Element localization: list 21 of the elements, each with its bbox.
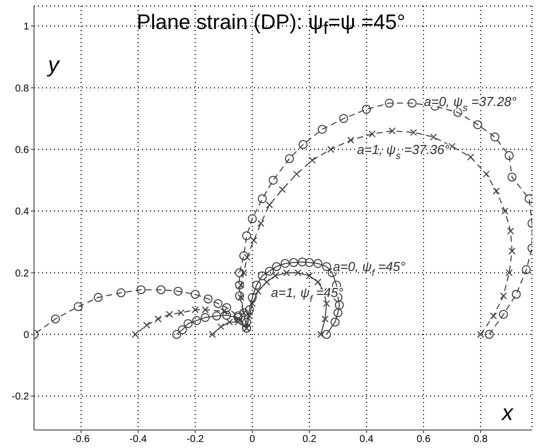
- y-tick-label: 0: [23, 330, 30, 341]
- x-tick-label: 0.4: [360, 434, 374, 446]
- x-tick-label: -0.4: [130, 434, 148, 446]
- y-tick-label: -0.2: [12, 392, 30, 403]
- annotation: a=0, ψ$_{f}$ =45°: [333, 259, 406, 280]
- x-tick-label: 0: [250, 434, 256, 446]
- y-tick-label: 0.4: [15, 206, 30, 218]
- x-axis-title: x: [502, 400, 513, 426]
- x-tick-label: 0.2: [302, 434, 317, 446]
- y-tick-label: 1: [23, 22, 30, 33]
- x-tick-label: 0.6: [416, 434, 431, 446]
- annotation: a=0, ψ$_{s}$ =37.28°: [424, 94, 517, 114]
- annotation: a=1, ψ$_{s}$ =37.36°: [357, 142, 450, 162]
- x-tick-label: -0.2: [186, 434, 204, 446]
- chart-title: Plane strain (DP): ψ$_{f}$=ψ =45°: [136, 11, 406, 38]
- y-axis-title: y: [48, 52, 59, 78]
- x-tick-label: 0.8: [474, 434, 488, 446]
- x-tick-label: -0.6: [72, 434, 90, 446]
- y-tick-label: 0.2: [15, 268, 30, 280]
- y-tick-label: 0.6: [15, 144, 30, 156]
- y-tick-label: 0.8: [15, 83, 30, 94]
